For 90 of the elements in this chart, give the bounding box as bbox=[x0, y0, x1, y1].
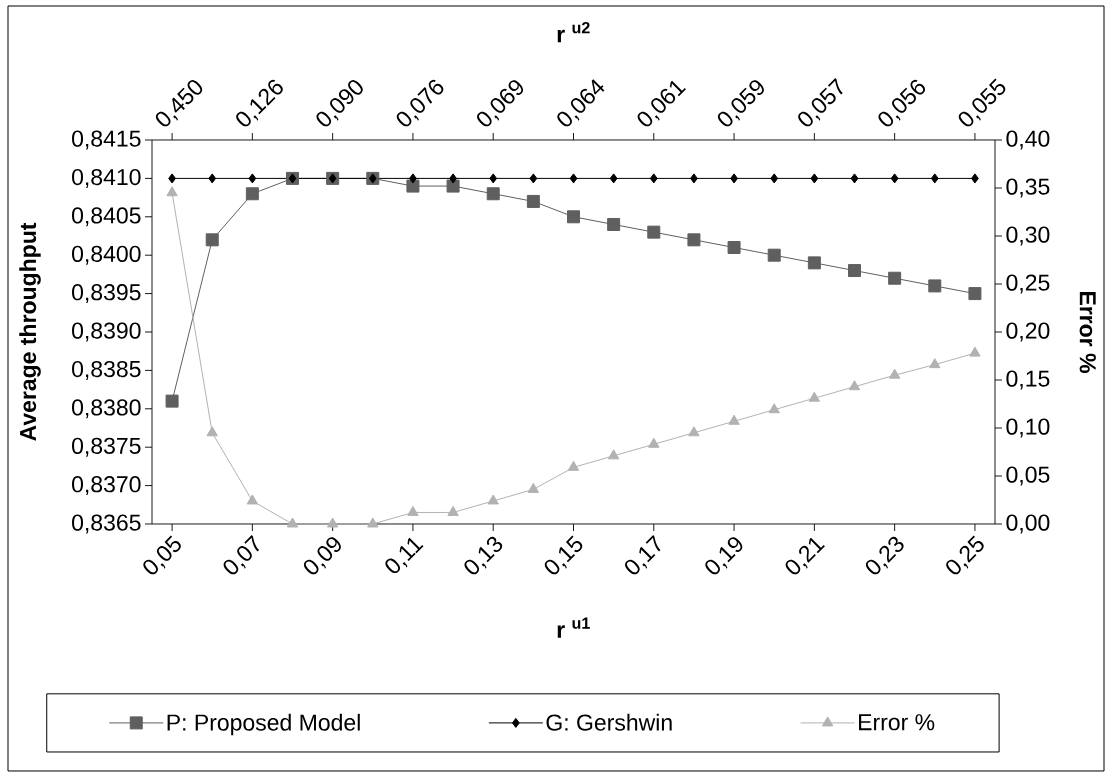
legend-label: P: Proposed Model bbox=[167, 713, 360, 736]
point bbox=[647, 225, 661, 239]
y2-tick-label: 0,05 bbox=[1006, 466, 1050, 486]
y-tick-label: 0,8400 bbox=[72, 245, 141, 265]
point bbox=[688, 426, 700, 437]
point bbox=[165, 394, 179, 408]
point bbox=[246, 494, 259, 505]
point bbox=[890, 173, 899, 184]
point bbox=[607, 217, 621, 231]
point bbox=[248, 173, 257, 184]
point bbox=[929, 358, 941, 369]
point bbox=[649, 173, 658, 184]
y-tick-label: 0,8375 bbox=[72, 437, 141, 457]
point bbox=[449, 173, 457, 184]
point bbox=[168, 173, 176, 184]
point bbox=[166, 186, 178, 197]
point bbox=[888, 271, 902, 285]
point bbox=[888, 368, 901, 379]
point bbox=[928, 279, 942, 293]
y-tick-label: 0,8410 bbox=[72, 168, 141, 188]
point bbox=[648, 437, 660, 448]
x-tick-label: 0,19 bbox=[705, 537, 743, 575]
y-tick-label: 0,8405 bbox=[72, 207, 141, 227]
point bbox=[969, 346, 981, 357]
point bbox=[326, 517, 339, 528]
y2-tick-label: 0,35 bbox=[1006, 178, 1050, 198]
point bbox=[567, 210, 580, 224]
point bbox=[848, 380, 861, 391]
point bbox=[768, 403, 780, 414]
point bbox=[569, 173, 578, 184]
point bbox=[609, 173, 618, 184]
y2-tick-label: 0,40 bbox=[1006, 130, 1050, 150]
x-tick-label: 0,13 bbox=[464, 536, 503, 575]
point bbox=[208, 173, 217, 184]
point bbox=[526, 194, 540, 208]
point bbox=[848, 264, 861, 278]
point bbox=[527, 482, 540, 493]
point bbox=[406, 179, 420, 193]
point bbox=[727, 241, 741, 255]
x-axis-title: r $^{u1}$ bbox=[557, 617, 590, 638]
x2-axis-title: r $^{u2}$ bbox=[557, 21, 590, 43]
point bbox=[728, 414, 740, 425]
point bbox=[930, 173, 939, 184]
point bbox=[807, 256, 821, 270]
point bbox=[690, 173, 698, 184]
legend-label: G: Gershwin bbox=[546, 713, 672, 731]
y-tick-label: 0,8390 bbox=[72, 322, 141, 342]
x-tick-label: 0,11 bbox=[385, 537, 424, 574]
point bbox=[567, 460, 580, 471]
point bbox=[850, 173, 859, 184]
point bbox=[687, 233, 701, 247]
y2-tick-label: 0,00 bbox=[1006, 514, 1050, 534]
point bbox=[286, 517, 299, 528]
y-tick-label: 0,8365 bbox=[72, 514, 141, 534]
point bbox=[245, 187, 259, 201]
point bbox=[446, 179, 460, 193]
point bbox=[409, 173, 417, 184]
y-tick-label: 0,8380 bbox=[72, 399, 141, 419]
point bbox=[770, 173, 779, 184]
y2-axis-title: Error % bbox=[1079, 291, 1096, 373]
point bbox=[968, 287, 982, 301]
y2-tick-label: 0,10 bbox=[1006, 418, 1050, 438]
point bbox=[767, 248, 781, 262]
x-tick-label: 0,23 bbox=[865, 536, 904, 575]
y2-tick-label: 0,30 bbox=[1006, 226, 1050, 246]
point bbox=[971, 173, 979, 184]
point bbox=[205, 233, 219, 247]
y-tick-label: 0,8385 bbox=[72, 360, 141, 380]
point bbox=[487, 494, 499, 505]
y-axis-title: Average throughput bbox=[19, 222, 41, 441]
y2-tick-label: 0,15 bbox=[1006, 370, 1050, 390]
point bbox=[730, 173, 738, 184]
point bbox=[407, 505, 419, 516]
point bbox=[489, 173, 498, 184]
point bbox=[486, 187, 500, 201]
y2-tick-label: 0,25 bbox=[1006, 274, 1050, 294]
point bbox=[607, 449, 620, 460]
y-tick-label: 0,8370 bbox=[72, 476, 141, 496]
point bbox=[367, 517, 379, 528]
x-tick-label: 0,21 bbox=[785, 537, 825, 575]
point bbox=[529, 173, 538, 184]
legend-label: Error % bbox=[859, 714, 935, 731]
y-tick-label: 0,8415 bbox=[72, 130, 141, 150]
point bbox=[810, 173, 819, 184]
y-tick-label: 0,8395 bbox=[72, 284, 141, 304]
point bbox=[447, 505, 459, 516]
x-tick-label: 0,09 bbox=[303, 537, 341, 575]
point bbox=[808, 391, 821, 402]
y2-tick-label: 0,20 bbox=[1006, 322, 1050, 342]
point bbox=[206, 426, 218, 437]
